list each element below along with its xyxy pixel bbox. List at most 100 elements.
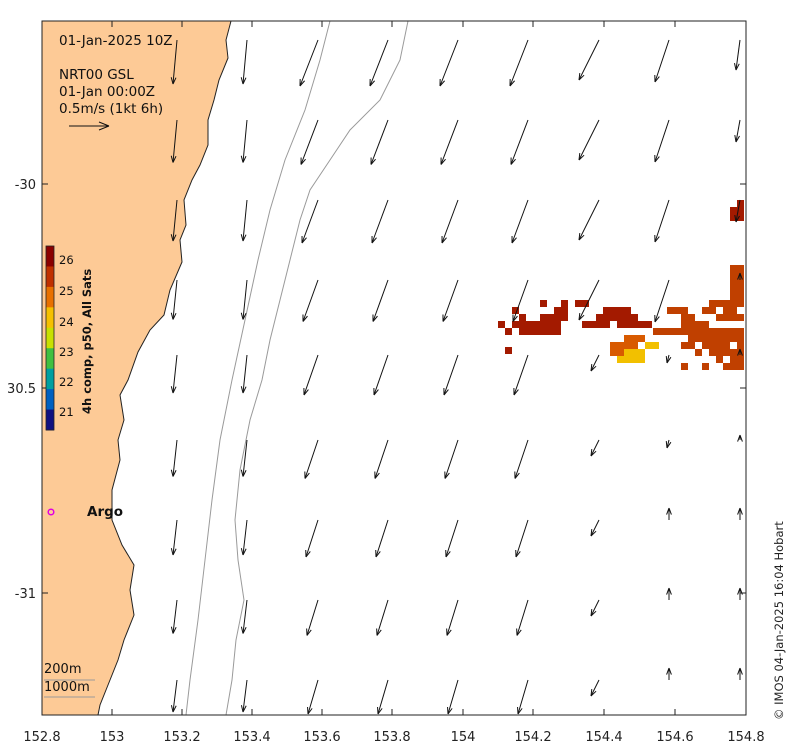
sst-pixel [709,307,716,314]
sst-pixel [723,335,730,342]
sst-pixel [737,300,744,307]
sst-pixel [624,356,631,363]
sst-pixel [653,328,660,335]
current-vector [306,599,319,636]
current-vector [654,279,670,323]
sst-pixel [737,200,744,207]
sst-pixel [540,328,547,335]
sst-pixel [505,347,512,354]
sst-pixel [723,363,730,370]
colorbar-segment [46,409,54,431]
land-mass [41,20,232,716]
sst-pixel [519,321,526,328]
sst-pixel [716,349,723,356]
current-vector [240,279,248,320]
x-tick-label: 153.6 [303,730,340,745]
y-tick-label: 30.5 [7,382,36,397]
current-vector [654,199,670,243]
sst-pixel [638,335,645,342]
colorbar-tick: 23 [59,345,74,359]
x-tick-label: 154 [451,730,476,745]
sst-pixel [645,321,652,328]
sst-pixel [603,314,610,321]
sst-pixel [617,356,624,363]
sst-pixel [702,363,709,370]
current-vector [510,119,529,165]
sst-pixel [589,321,596,328]
sst-pixel [709,328,716,335]
isobath-200m [225,20,409,716]
sst-pixel [603,307,610,314]
sst-pixel [519,328,526,335]
sst-pixel [624,335,631,342]
y-tick-label: -30 [15,178,36,193]
sst-pixel [688,342,695,349]
sst-pixel [617,342,624,349]
scale-arrow [69,121,110,131]
sst-pixel [554,321,561,328]
x-tick-label: 153.2 [163,730,200,745]
sst-pixel [702,321,709,328]
sst-pixel [737,314,744,321]
depth-label-1000m: 1000m [44,680,90,695]
sst-pixel [547,321,554,328]
sst-pixel [709,335,716,342]
sst-pixel [554,328,561,335]
sst-pixel [631,356,638,363]
sst-pixel [603,321,610,328]
current-vectors [170,39,743,715]
current-vector [514,439,529,479]
sst-pixel [596,321,603,328]
sst-pixel [561,314,568,321]
sst-pixel [723,328,730,335]
current-vector [737,587,743,600]
current-vector [170,439,178,477]
colorbar-tick: 26 [59,253,74,267]
current-vector [590,439,600,457]
current-vector [370,119,389,165]
sst-pixel [723,342,730,349]
sst-pixel [631,349,638,356]
current-vector [170,199,178,242]
sst-pixel [730,307,737,314]
sst-pixel [730,214,737,221]
sst-pixel [540,300,547,307]
product-time: 01-Jan 00:00Z [59,84,156,100]
current-vector [666,507,672,520]
sst-pixel [737,342,744,349]
sst-pixel [617,349,624,356]
current-vector [375,519,389,558]
current-vector [170,279,178,320]
colorbar-tick: 22 [59,375,74,389]
sst-pixel [540,314,547,321]
sst-pixel [624,307,631,314]
sst-pixel [631,321,638,328]
y-tick-label: -31 [15,587,36,602]
colorbar-segment [46,348,54,370]
sst-pixel [723,349,730,356]
current-vector [303,354,319,396]
sst-pixel [737,207,744,214]
current-vector [665,354,672,364]
current-vector [734,199,741,223]
current-vector [373,354,389,396]
current-vector [307,679,319,715]
sst-pixel [617,307,624,314]
sst-pixel [709,300,716,307]
sst-pixel [730,286,737,293]
current-vector [240,439,248,477]
current-vector [301,199,319,244]
current-vector [513,354,529,396]
isobath-1000m [185,20,331,716]
sst-pixel [709,349,716,356]
sst-pixel [681,314,688,321]
current-vector [578,199,600,241]
current-vector [737,348,743,356]
current-vector [240,679,248,713]
sst-pixel [638,349,645,356]
current-vector [170,679,178,713]
sst-pixel [702,335,709,342]
colorbar-title: 4h comp, p50, All Sats [80,268,94,414]
current-vector [376,599,389,636]
current-vector [590,354,600,372]
